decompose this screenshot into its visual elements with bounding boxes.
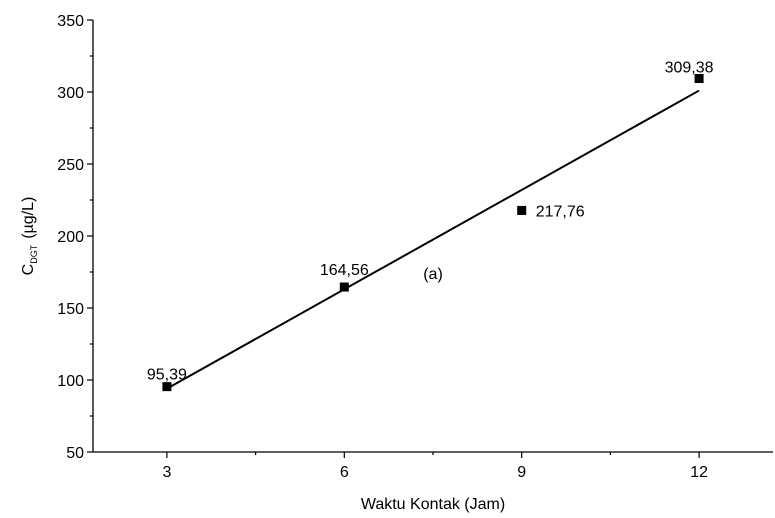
y-tick-label: 250 bbox=[57, 157, 84, 174]
data-point bbox=[162, 382, 172, 392]
y-tick-label: 100 bbox=[57, 373, 84, 390]
y-tick-label: 50 bbox=[66, 445, 84, 462]
trendline-group bbox=[166, 89, 700, 390]
x-tick-label: 3 bbox=[162, 464, 171, 481]
x-tick-label: 12 bbox=[690, 464, 708, 481]
data-label: 95,39 bbox=[147, 367, 187, 384]
trendline bbox=[166, 89, 700, 390]
data-point bbox=[694, 73, 704, 83]
y-tick-label: 200 bbox=[57, 229, 84, 246]
x-tick-label: 9 bbox=[517, 464, 526, 481]
data-point bbox=[339, 282, 349, 292]
data-point bbox=[517, 205, 527, 215]
y-tick-label: 350 bbox=[57, 13, 84, 30]
x-axis-title: Waktu Kontak (Jam) bbox=[361, 496, 505, 513]
x-tick-label: 6 bbox=[340, 464, 349, 481]
y-axis-title-main: C bbox=[20, 264, 37, 276]
data-points bbox=[162, 73, 704, 392]
y-axis-title-unit: (µg/L) bbox=[20, 197, 37, 239]
data-label: 164,56 bbox=[320, 262, 369, 279]
data-label: 217,76 bbox=[536, 203, 585, 220]
axes bbox=[92, 20, 773, 453]
annotation-label: (a) bbox=[423, 266, 443, 283]
y-axis-title-sub: DGT bbox=[29, 244, 39, 264]
data-labels: 95,39 164,56 217,76 309,38 bbox=[147, 59, 714, 383]
data-label: 309,38 bbox=[665, 59, 714, 76]
y-tick-label: 150 bbox=[57, 301, 84, 318]
x-ticks: 3 6 9 12 bbox=[162, 452, 708, 481]
y-axis-title: CDGT (µg/L) bbox=[20, 197, 39, 276]
y-ticks: 50 100 150 200 250 300 350 bbox=[57, 13, 93, 462]
y-tick-label: 300 bbox=[57, 85, 84, 102]
